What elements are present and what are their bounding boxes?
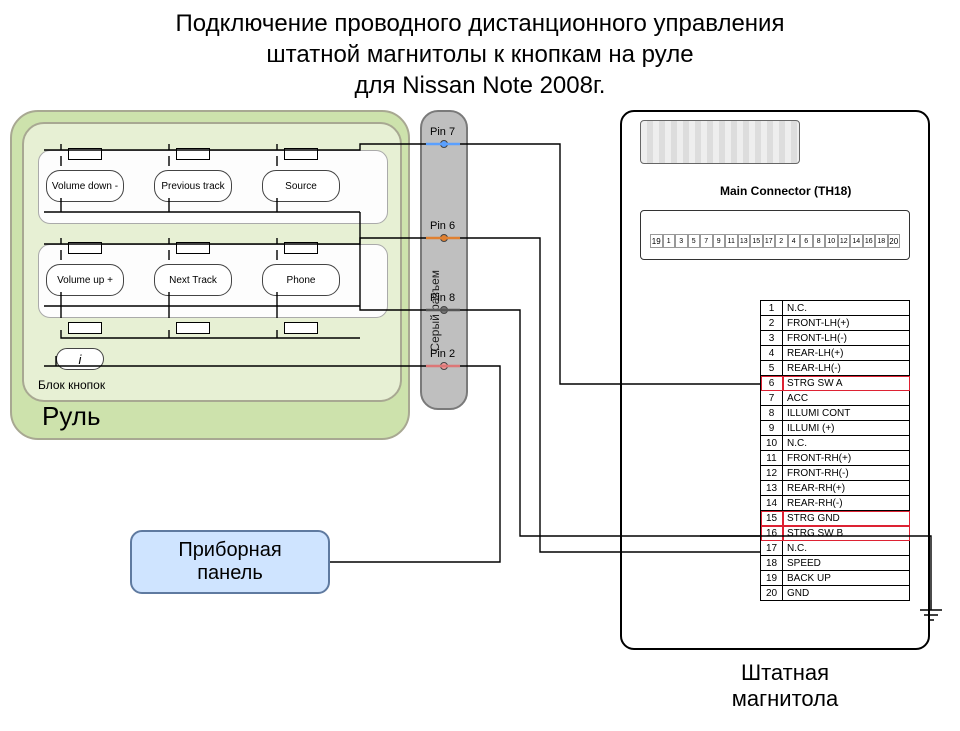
- pin-table-row: 20GND: [761, 586, 910, 601]
- pin-table-row: 17N.C.: [761, 541, 910, 556]
- pin-table: 1N.C.2FRONT-LH(+)3FRONT-LH(-)4REAR-LH(+)…: [760, 300, 910, 601]
- pin-table-row: 13REAR-RH(+): [761, 481, 910, 496]
- pin-table-row: 16STRG SW B: [761, 526, 910, 541]
- head-unit-label: Штатная магнитола: [700, 660, 870, 712]
- pin-dot: [440, 362, 448, 370]
- dashboard-panel-label: Приборнаяпанель: [178, 539, 281, 585]
- wheel-label: Руль: [42, 401, 101, 432]
- btn-phone: Phone: [262, 264, 340, 296]
- pin-dot: [440, 234, 448, 242]
- resistor: [284, 322, 318, 334]
- btn-volume-up: Volume up +: [46, 264, 124, 296]
- pin-label: Pin 2: [430, 348, 455, 360]
- pin-table-row: 14REAR-RH(-): [761, 496, 910, 511]
- pin-label: Pin 8: [430, 292, 455, 304]
- pin-table-row: 10N.C.: [761, 436, 910, 451]
- btn-next-track: Next Track: [154, 264, 232, 296]
- resistor: [176, 148, 210, 160]
- ground-icon: [916, 600, 946, 630]
- resistor: [284, 148, 318, 160]
- pin-dot: [440, 306, 448, 314]
- main-connector-label: Main Connector (TH18): [720, 184, 851, 198]
- steering-wheel-block: Руль Блок кнопок Volume down - Previous …: [10, 110, 410, 440]
- pin-table-row: 1N.C.: [761, 301, 910, 316]
- title-line2: штатной магнитолы к кнопкам на руле: [20, 39, 940, 70]
- pin-label: Pin 6: [430, 220, 455, 232]
- pin-table-row: 2FRONT-LH(+): [761, 316, 910, 331]
- resistor: [68, 148, 102, 160]
- pin-table-row: 6STRG SW A: [761, 376, 910, 391]
- button-block-label: Блок кнопок: [38, 378, 105, 392]
- pin-table-row: 18SPEED: [761, 556, 910, 571]
- dashboard-panel: Приборнаяпанель: [130, 530, 330, 594]
- resistor: [176, 242, 210, 254]
- resistor: [284, 242, 318, 254]
- pin-table-row: 7ACC: [761, 391, 910, 406]
- title-line1: Подключение проводного дистанционного уп…: [20, 8, 940, 39]
- pin-table-row: 5REAR-LH(-): [761, 361, 910, 376]
- small-connector-drawing: [640, 120, 800, 164]
- btn-prev-track: Previous track: [154, 170, 232, 202]
- pin-table-row: 15STRG GND: [761, 511, 910, 526]
- pin-table-row: 12FRONT-RH(-): [761, 466, 910, 481]
- title-line3: для Nissan Note 2008г.: [20, 70, 940, 101]
- pin-table-row: 11FRONT-RH(+): [761, 451, 910, 466]
- btn-i: i: [56, 348, 104, 370]
- btn-source: Source: [262, 170, 340, 202]
- pin-table-row: 3FRONT-LH(-): [761, 331, 910, 346]
- pin-table-row: 8ILLUMI CONT: [761, 406, 910, 421]
- pin-table-row: 19BACK UP: [761, 571, 910, 586]
- resistor: [176, 322, 210, 334]
- pin-table-row: 4REAR-LH(+): [761, 346, 910, 361]
- resistor: [68, 322, 102, 334]
- th18-pin-numbers: 1913579111315172468101214161820: [650, 226, 900, 256]
- button-block: Блок кнопок Volume down - Previous track…: [22, 122, 402, 402]
- resistor: [68, 242, 102, 254]
- btn-volume-down: Volume down -: [46, 170, 124, 202]
- pin-dot: [440, 140, 448, 148]
- diagram-canvas: Руль Блок кнопок Volume down - Previous …: [0, 110, 960, 730]
- pin-label: Pin 7: [430, 126, 455, 138]
- pin-table-row: 9ILLUMI (+): [761, 421, 910, 436]
